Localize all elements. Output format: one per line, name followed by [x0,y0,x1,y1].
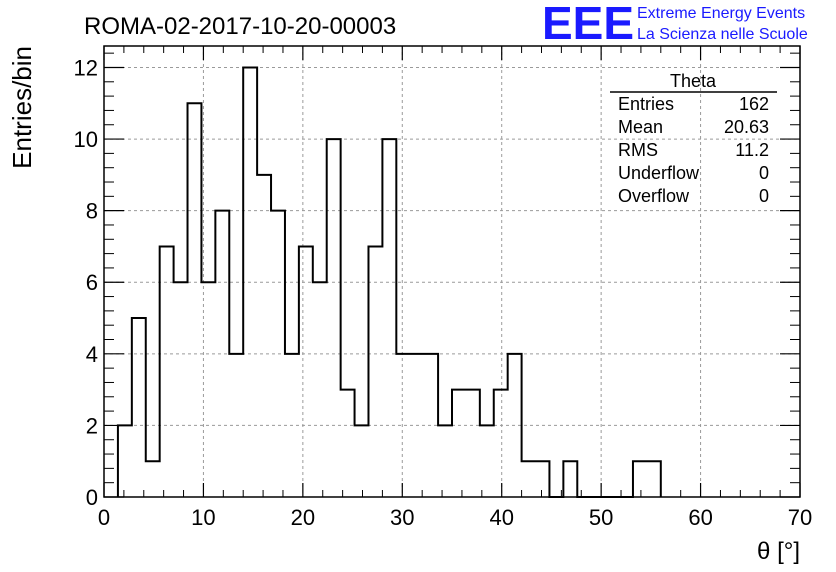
y-tick-label: 2 [86,413,98,438]
x-tick-label: 10 [191,505,215,530]
plot-frame [103,45,801,498]
stats-box: Theta Entries 162 Mean 20.63 RMS 11.2 Underflow… [610,71,777,206]
stats-label: Underflow [618,163,700,183]
brand-line-1: Extreme Energy Events [637,5,805,22]
grid-lines [104,46,800,497]
y-axis-label: Entries/bin [7,46,37,169]
y-tick-label: 6 [86,270,98,295]
stats-label: Overflow [618,186,690,206]
stats-title: Theta [670,71,717,91]
chart-title: ROMA-02-2017-10-20-00003 [84,13,396,40]
stats-value: 20.63 [724,117,769,137]
x-axis-label: θ [°] [757,538,800,565]
x-tick-label: 70 [788,505,812,530]
y-tick-label: 0 [86,485,98,510]
x-tick-label: 40 [489,505,513,530]
y-tick-label: 8 [86,199,98,224]
y-tick-labels: 0 2 4 6 8 10 12 [74,55,98,510]
y-tick-label: 10 [74,127,98,152]
axis-ticks [103,46,801,498]
x-tick-labels: 0 10 20 30 40 50 60 70 [98,505,812,530]
stats-value: 11.2 [735,140,769,160]
stats-label: RMS [618,140,658,160]
x-tick-label: 0 [98,505,110,530]
stats-label: Mean [618,117,663,137]
eee-logo: EEE [542,0,634,49]
stats-value: 162 [739,94,769,114]
y-tick-label: 4 [86,342,98,367]
brand-line-2: La Scienza nelle Scuole [637,26,808,43]
stats-label: Entries [618,94,674,114]
y-tick-label: 12 [74,55,98,80]
stats-value: 0 [759,163,769,183]
x-tick-label: 30 [390,505,414,530]
stats-value: 0 [759,186,769,206]
x-tick-label: 50 [589,505,613,530]
x-tick-label: 20 [291,505,315,530]
x-tick-label: 60 [688,505,712,530]
